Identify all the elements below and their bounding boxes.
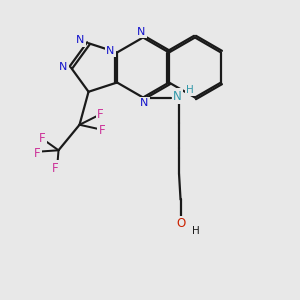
Text: N: N xyxy=(137,27,146,37)
Text: F: F xyxy=(34,147,41,160)
Text: N: N xyxy=(106,46,115,56)
Text: N: N xyxy=(76,35,84,45)
Text: N: N xyxy=(59,62,68,73)
Text: F: F xyxy=(39,132,45,145)
Text: H: H xyxy=(186,85,194,95)
Text: F: F xyxy=(99,124,105,137)
Text: H: H xyxy=(192,226,200,236)
Text: O: O xyxy=(176,217,185,230)
Text: N: N xyxy=(140,98,149,109)
Text: F: F xyxy=(52,162,59,175)
Text: F: F xyxy=(97,108,104,121)
Text: N: N xyxy=(173,89,182,103)
